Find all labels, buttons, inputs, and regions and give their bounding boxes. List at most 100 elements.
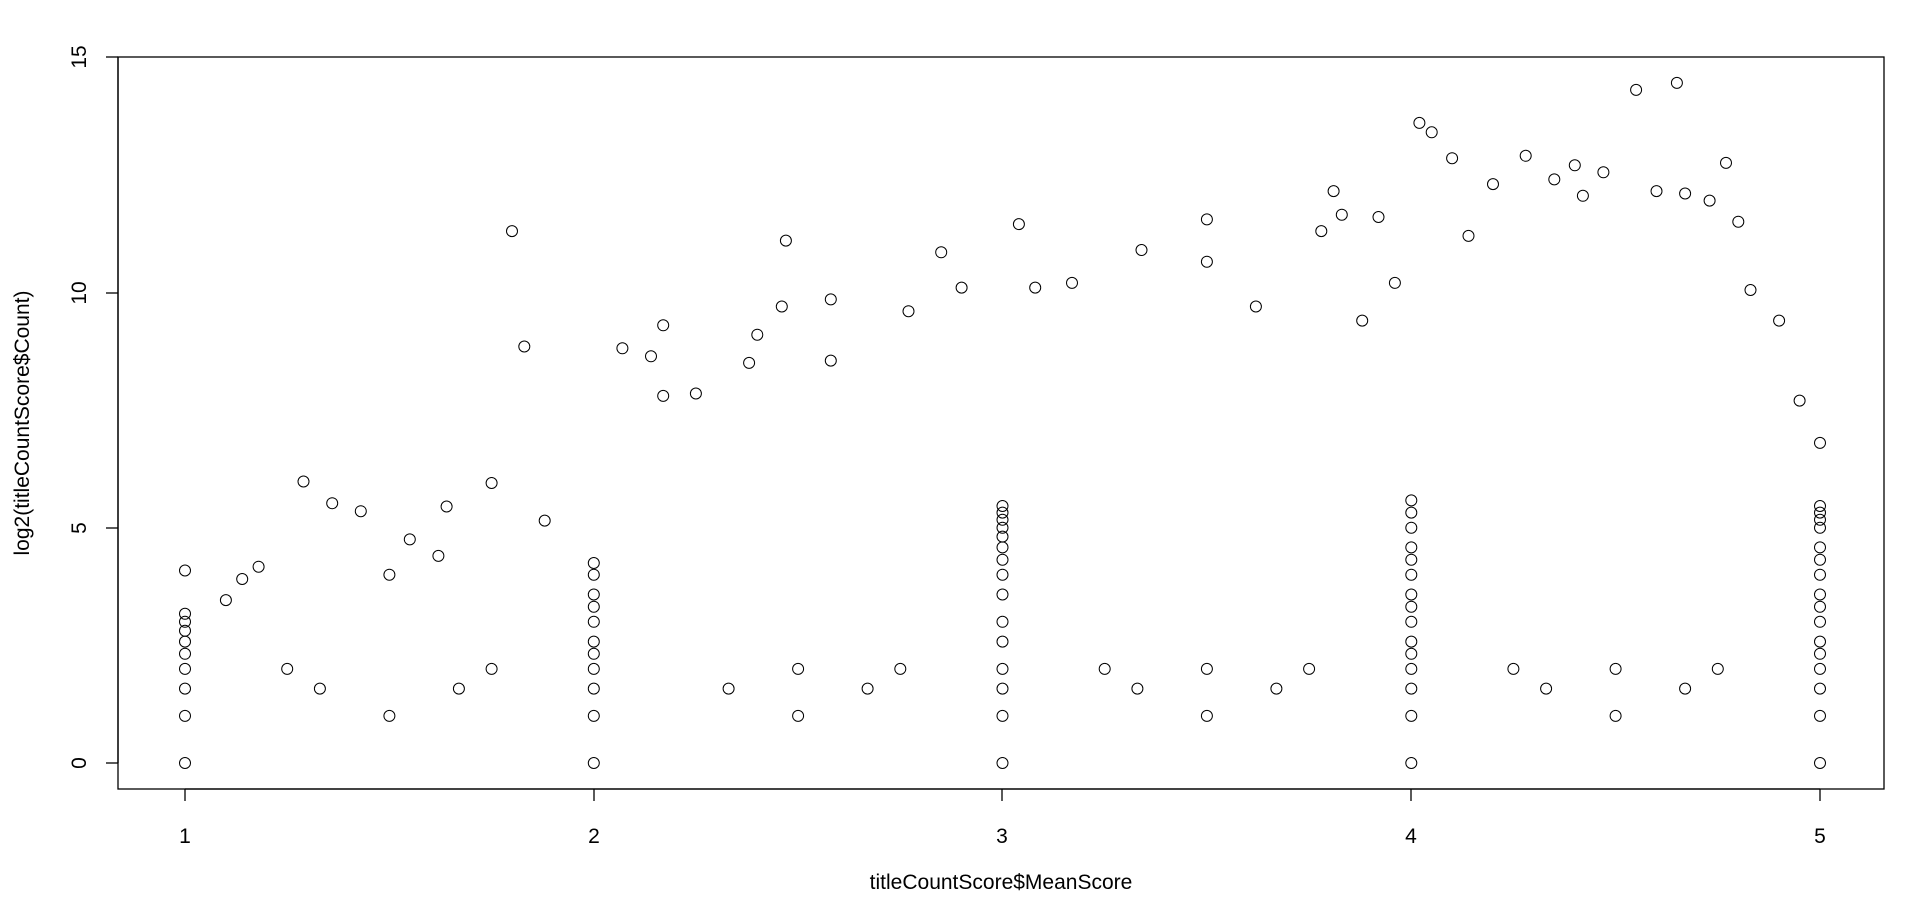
data-point: [1405, 709, 1418, 722]
data-point: [313, 682, 326, 695]
data-point: [1200, 255, 1213, 268]
data-point: [1711, 662, 1724, 675]
data-point: [1425, 126, 1438, 139]
data-point: [996, 500, 1009, 512]
data-point: [1405, 494, 1418, 507]
data-point: [179, 709, 191, 722]
data-point: [1703, 194, 1716, 207]
data-point: [1814, 647, 1826, 660]
data-point: [1405, 506, 1418, 519]
data-point: [996, 506, 1009, 519]
data-point: [1597, 166, 1610, 179]
data-point: [775, 300, 788, 313]
x-tick-label: 3: [996, 825, 1008, 848]
data-point: [1405, 647, 1418, 660]
data-point: [1814, 757, 1826, 769]
data-point: [1744, 284, 1757, 296]
data-point: [236, 573, 249, 585]
data-point: [1519, 149, 1532, 162]
data-point: [1405, 635, 1418, 648]
data-point: [452, 682, 465, 695]
data-point: [996, 553, 1009, 566]
data-point: [996, 568, 1009, 581]
x-tick-label: 1: [179, 825, 191, 848]
data-point: [824, 293, 837, 306]
data-points: [179, 76, 1826, 769]
data-point: [440, 500, 453, 513]
data-point: [1814, 568, 1826, 581]
data-point: [1814, 662, 1826, 675]
data-point: [1098, 662, 1111, 675]
data-point: [587, 557, 600, 569]
data-point: [1327, 185, 1340, 198]
y-axis: 0 5 10 15 log2(titleCountScore$Count): [11, 45, 119, 769]
data-point: [1200, 662, 1213, 675]
data-point: [1200, 709, 1213, 722]
data-point: [616, 342, 629, 355]
data-point: [996, 541, 1009, 554]
data-point: [955, 281, 968, 294]
data-point: [1270, 682, 1283, 695]
data-point: [1814, 682, 1826, 695]
data-point: [1814, 615, 1826, 628]
data-point: [179, 564, 191, 577]
x-tick-label: 4: [1405, 825, 1417, 848]
data-point: [1814, 436, 1826, 449]
data-point: [751, 328, 764, 341]
data-point: [1462, 229, 1475, 242]
y-axis-title: log2(titleCountScore$Count): [11, 291, 34, 556]
data-point: [722, 682, 735, 695]
data-point: [1609, 662, 1622, 675]
data-point: [1405, 615, 1418, 628]
data-point: [587, 600, 600, 613]
data-point: [996, 662, 1009, 675]
data-point: [1814, 521, 1826, 534]
data-point: [587, 757, 600, 769]
data-point: [1405, 682, 1418, 695]
data-point: [689, 387, 702, 400]
data-point: [996, 521, 1009, 534]
data-point: [996, 530, 1009, 543]
data-point: [1814, 600, 1826, 613]
data-point: [1487, 178, 1499, 191]
data-point: [996, 682, 1009, 695]
data-point: [743, 356, 756, 369]
data-point: [485, 477, 498, 489]
data-point: [179, 757, 191, 769]
data-point: [179, 647, 191, 660]
data-point: [1548, 173, 1561, 186]
data-point: [1814, 513, 1826, 526]
data-point: [587, 647, 600, 660]
data-point: [1814, 709, 1826, 722]
data-point: [354, 505, 367, 518]
data-point: [326, 497, 339, 510]
data-point: [587, 662, 600, 675]
y-tick-label: 0: [68, 757, 91, 769]
data-point: [1405, 662, 1418, 675]
data-point: [1814, 635, 1826, 648]
data-point: [432, 549, 445, 562]
data-point: [1029, 281, 1042, 294]
data-point: [518, 340, 531, 353]
data-point: [996, 615, 1009, 628]
data-point: [1732, 215, 1745, 228]
data-point: [1249, 300, 1262, 313]
data-point: [1388, 276, 1401, 289]
data-point: [1405, 757, 1418, 769]
data-point: [179, 662, 191, 675]
data-point: [1670, 76, 1683, 89]
data-point: [1576, 189, 1589, 202]
data-point: [179, 607, 191, 620]
data-point: [1066, 276, 1078, 289]
data-point: [587, 635, 600, 648]
data-point: [587, 568, 600, 581]
data-point: [996, 513, 1009, 526]
data-point: [1568, 159, 1581, 172]
data-point: [1135, 244, 1148, 256]
data-point: [824, 354, 837, 367]
data-point: [506, 225, 518, 238]
data-point: [1372, 211, 1385, 223]
data-point: [1540, 682, 1553, 695]
data-point: [1793, 394, 1806, 407]
